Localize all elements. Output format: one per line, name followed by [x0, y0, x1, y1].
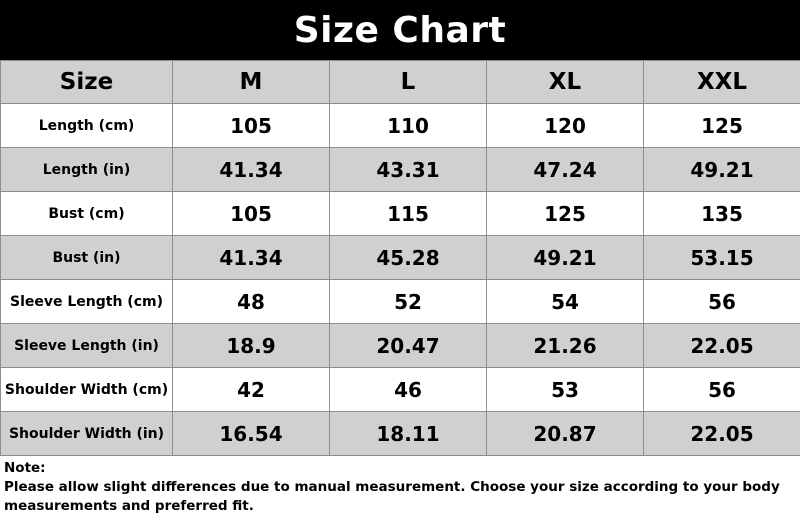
- table-cell: 49.21: [486, 235, 644, 280]
- table-cell: 18.9: [172, 323, 330, 368]
- row-label: Length (cm): [0, 103, 173, 148]
- table-cell: 22.05: [643, 411, 800, 456]
- row-label: Sleeve Length (cm): [0, 279, 173, 324]
- table-cell: 46: [329, 367, 487, 412]
- header-size-m: M: [172, 60, 330, 104]
- table-cell: 41.34: [172, 147, 330, 192]
- table-cell: 53.15: [643, 235, 800, 280]
- table-cell: 22.05: [643, 323, 800, 368]
- table-cell: 53: [486, 367, 644, 412]
- table-cell: 48: [172, 279, 330, 324]
- note-heading: Note:: [4, 460, 46, 476]
- table-cell: 125: [643, 103, 800, 148]
- table-header-row: Size M L XL XXL: [0, 60, 800, 104]
- page-title: Size Chart: [0, 0, 800, 60]
- table-row: Shoulder Width (cm) 42 46 53 56: [0, 367, 800, 412]
- table-row: Sleeve Length (in) 18.9 20.47 21.26 22.0…: [0, 323, 800, 368]
- table-row: Bust (in) 41.34 45.28 49.21 53.15: [0, 235, 800, 280]
- table-cell: 42: [172, 367, 330, 412]
- header-size-l: L: [329, 60, 487, 104]
- table-cell: 45.28: [329, 235, 487, 280]
- table-cell: 105: [172, 103, 330, 148]
- table-cell: 120: [486, 103, 644, 148]
- table-row: Shoulder Width (in) 16.54 18.11 20.87 22…: [0, 411, 800, 456]
- row-label: Sleeve Length (in): [0, 323, 173, 368]
- table-cell: 52: [329, 279, 487, 324]
- header-size-xl: XL: [486, 60, 644, 104]
- table-cell: 16.54: [172, 411, 330, 456]
- header-size-label: Size: [0, 60, 173, 104]
- table-cell: 115: [329, 191, 487, 236]
- note-section: Note: Please allow slight differences du…: [4, 459, 796, 516]
- row-label: Shoulder Width (cm): [0, 367, 173, 412]
- size-chart-table: Size M L XL XXL Length (cm) 105 110 120 …: [0, 60, 800, 456]
- table-cell: 21.26: [486, 323, 644, 368]
- table-cell: 125: [486, 191, 644, 236]
- table-cell: 47.24: [486, 147, 644, 192]
- table-cell: 20.47: [329, 323, 487, 368]
- note-text: Please allow slight differences due to m…: [4, 479, 780, 514]
- table-row: Length (cm) 105 110 120 125: [0, 103, 800, 148]
- table-cell: 43.31: [329, 147, 487, 192]
- table-cell: 41.34: [172, 235, 330, 280]
- row-label: Shoulder Width (in): [0, 411, 173, 456]
- row-label: Length (in): [0, 147, 173, 192]
- table-row: Sleeve Length (cm) 48 52 54 56: [0, 279, 800, 324]
- table-row: Bust (cm) 105 115 125 135: [0, 191, 800, 236]
- table-cell: 110: [329, 103, 487, 148]
- table-cell: 135: [643, 191, 800, 236]
- table-cell: 20.87: [486, 411, 644, 456]
- table-cell: 18.11: [329, 411, 487, 456]
- table-cell: 105: [172, 191, 330, 236]
- row-label: Bust (in): [0, 235, 173, 280]
- table-cell: 56: [643, 367, 800, 412]
- table-cell: 49.21: [643, 147, 800, 192]
- table-cell: 56: [643, 279, 800, 324]
- table-row: Length (in) 41.34 43.31 47.24 49.21: [0, 147, 800, 192]
- header-size-xxl: XXL: [643, 60, 800, 104]
- table-cell: 54: [486, 279, 644, 324]
- row-label: Bust (cm): [0, 191, 173, 236]
